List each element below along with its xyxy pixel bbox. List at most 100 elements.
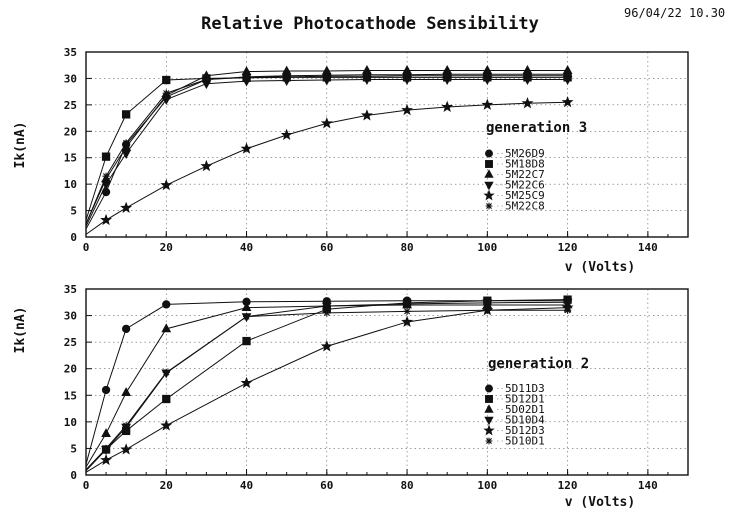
chart-1-data-point [162,394,171,404]
chart-0-data-point [121,150,132,159]
chart-0-series-5M22C6 [85,76,573,227]
chart-0-series-5M25C9 [85,95,574,235]
chart-0-data-point [401,103,414,116]
chart-0-legend-label: 5M25C9 [505,189,545,202]
chart-1-legend-marker-star [483,424,495,436]
chart-1-data-point [102,444,110,453]
chart-0-data-point [121,110,131,119]
chart-1-data-point [564,306,572,314]
chart-0-data-point [200,159,213,172]
chart-0-data-point [564,70,572,78]
chart-1-x-tick-label: 80 [400,479,413,492]
chart-0-data-point [102,172,110,180]
chart-1-generation-label: generation 2 [488,356,589,372]
chart-0-data-point [320,117,333,129]
chart-0-y-tick-label: 10 [64,178,77,191]
chart-1-data-point [240,376,253,389]
chart-0-legend-label: 5M22C8 [505,200,545,213]
chart-0-legend-marker-asterisk [485,202,493,210]
chart-1-x-tick-label: 140 [638,479,658,492]
chart-0-series-5M26D9 [85,71,572,230]
chart-1-data-point [120,443,133,455]
chart-0-generation-label: generation 3 [486,120,587,136]
chart-1-data-point [122,421,130,430]
chart-0-data-point [101,180,111,190]
figure-title: Relative Photocathode Sensibility [201,14,539,34]
chart-1-legend-label: 5D10D1 [505,435,545,448]
chart-0-data-point [120,201,133,213]
chart-0-data-point [403,71,411,79]
chart-1-data-point [101,385,111,395]
chart-0-x-tick-label: 100 [477,241,497,254]
chart-1-data-point [402,300,412,310]
chart-1-y-tick-label: 35 [64,283,77,296]
chart-1-y-tick-label: 20 [64,363,77,376]
chart-1-data-point [161,323,172,333]
chart-0-legend-label: 5M22C7 [505,168,545,181]
chart-0-y-tick-label: 0 [70,231,77,244]
chart-0-x-tick-label: 0 [83,241,90,254]
chart-0-series-line [85,70,568,224]
chart-1-legend-label: 5D02D1 [505,403,545,416]
chart-1-data-point [482,299,493,309]
chart-1-data-point [100,453,113,466]
chart-1-data-point [321,302,332,312]
chart-0-data-point [160,178,173,191]
chart-0-y-axis-label: Ik(nA) [13,122,28,169]
chart-0-y-tick-label: 5 [70,205,77,218]
chart-1-legend-marker-square [485,395,493,403]
chart-1-legend-marker-triangle-up [484,404,494,413]
chart-0-series-line [85,78,568,227]
chart-0-data-point [240,142,253,154]
chart-1-y-tick-label: 5 [70,442,77,455]
chart-1-data-point [323,309,331,317]
chart-0-data-point [162,75,171,85]
chart-0-data-point [441,100,454,113]
chart-0-series-line [85,75,568,230]
chart-0-data-point [122,139,130,147]
chart-1-data-point [121,387,132,397]
chart-0-series-5M22C7 [85,65,573,224]
chart-0-data-point [323,71,331,79]
chart-0-x-tick-label: 60 [320,241,333,254]
chart-generation-2: 0 20 40 60 80 100 120 140 0 5 10 15 20 25 30 35 v (Volts… [13,283,689,510]
chart-0-data-point [202,75,210,84]
chart-0-x-tick-label: 80 [400,241,413,254]
chart-1-legend-label: 5D10D4 [505,414,545,427]
chart-0-x-tick-label: 120 [558,241,578,254]
chart-1-data-point [160,419,173,431]
chart-1-y-tick-label: 25 [64,336,77,349]
chart-1-data-point [242,336,251,346]
chart-0-x-tick-label: 140 [638,241,658,254]
chart-0-data-point [481,98,494,110]
chart-0-legend-label: 5M26D9 [505,147,545,160]
chart-1-data-point [242,313,251,321]
chart-0-legend-label: 5M18D8 [505,158,545,171]
chart-0-data-point [242,73,251,81]
chart-1-legend-label: 5D11D3 [505,382,545,395]
chart-0-data-point [101,152,111,161]
chart-0-data-point [100,213,112,226]
chart-1-data-point [483,306,491,314]
chart-0-data-point [443,70,451,78]
chart-1-plot-frame [85,288,689,476]
chart-generation-3: 0 20 40 60 80 100 120 140 0 5 10 15 20 25 30 35 v (Volts… [13,46,689,275]
chart-0-data-point [561,95,574,108]
chart-0-y-tick-label: 15 [64,152,77,165]
chart-1-data-point [401,315,414,327]
chart-0-legend-marker-triangle-up [484,169,494,178]
chart-1-series-5D12D3 [85,301,574,473]
chart-1-y-axis-label: Ik(nA) [13,307,28,354]
chart-1-data-point [403,307,411,315]
chart-0-data-point [360,109,373,121]
chart-0-data-point [162,89,170,97]
date-time-stamp: 96/04/22 10.30 [624,6,725,20]
chart-0-x-tick-label: 20 [160,241,173,254]
chart-0-series-5M18D8 [85,73,572,221]
chart-1-legend-marker-circle [485,384,493,393]
chart-0-series-line [85,73,568,224]
chart-1-legend-label: 5D12D3 [505,424,545,437]
chart-1-legend-marker-asterisk [485,437,493,445]
chart-0-data-point [363,71,371,79]
chart-0-x-tick-label: 40 [240,241,253,254]
